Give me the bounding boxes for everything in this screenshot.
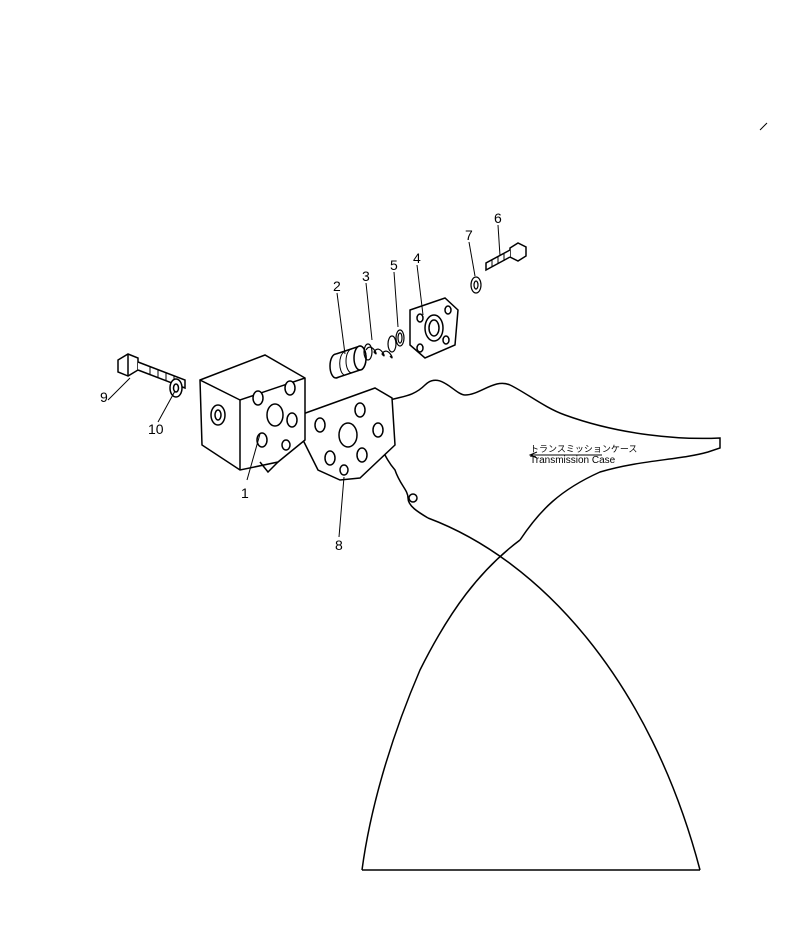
callout-7: 7 [465, 227, 473, 243]
part-6-bolt [486, 243, 526, 270]
callout-1: 1 [241, 485, 249, 501]
callout-6: 6 [494, 210, 502, 226]
part-2-spool [330, 346, 366, 378]
exploded-diagram-svg [0, 0, 795, 941]
callout-3: 3 [362, 268, 370, 284]
part-3-spring [364, 336, 396, 360]
part-4-cover [410, 298, 458, 358]
callout-4: 4 [413, 250, 421, 266]
part-7-washer [471, 277, 481, 293]
callout-8: 8 [335, 537, 343, 553]
case-label-en: Transmission Case [530, 455, 637, 467]
part-10-washer [170, 379, 182, 397]
callout-5: 5 [390, 257, 398, 273]
transmission-case-label: トランスミッションケース Transmission Case [530, 444, 637, 467]
callout-10: 10 [148, 421, 164, 437]
case-label-jp: トランスミッションケース [530, 444, 637, 455]
callout-2: 2 [333, 278, 341, 294]
part-5-o-ring [396, 330, 404, 346]
part-8-gasket [300, 388, 395, 480]
callout-9: 9 [100, 389, 108, 405]
tick-mark [760, 123, 767, 130]
part-1-valve-body [200, 355, 305, 472]
